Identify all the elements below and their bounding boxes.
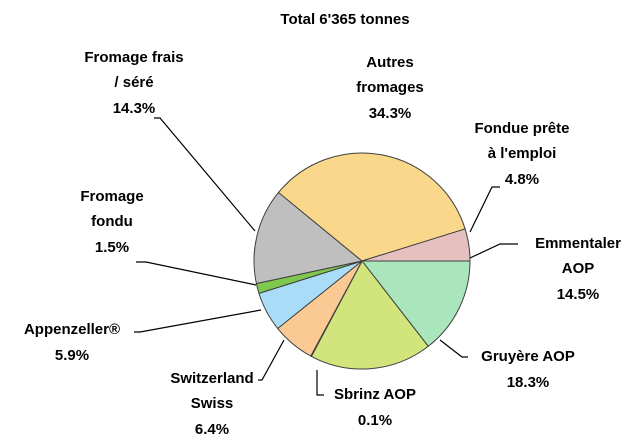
slice-label: Gruyère AOP	[481, 348, 575, 365]
slice-label: Sbrinz AOP	[334, 386, 416, 403]
slice-label: Appenzeller®	[24, 321, 120, 338]
slice-label: Autres	[366, 54, 414, 71]
value-label: 0.1%	[358, 412, 392, 429]
pie-slice	[360, 260, 471, 347]
slice-label: / séré	[114, 74, 153, 91]
leader-line	[439, 339, 468, 358]
pie-slice	[277, 152, 466, 262]
leader-line	[154, 117, 256, 232]
slice-label: fromages	[356, 79, 424, 96]
leader-line	[469, 243, 518, 259]
leader-line	[469, 186, 500, 233]
pie-slice	[361, 228, 471, 262]
value-label: 14.5%	[557, 286, 600, 303]
slice-label: Emmentaler	[535, 235, 621, 252]
value-label: 5.9%	[55, 347, 89, 364]
leader-line	[316, 370, 324, 396]
slice-label: Fromage	[80, 188, 143, 205]
value-label: 18.3%	[507, 374, 550, 391]
chart-title: Total 6'365 tonnes	[280, 11, 409, 28]
value-label: 1.5%	[95, 239, 129, 256]
slice-label: Fondue prête	[474, 120, 569, 137]
leader-line	[134, 309, 262, 333]
value-label: 6.4%	[195, 421, 229, 438]
leader-line	[136, 261, 257, 286]
slice-label: Swiss	[191, 395, 234, 412]
leader-line	[258, 339, 285, 381]
slice-label: AOP	[562, 260, 595, 277]
slice-label: Fromage frais	[84, 49, 183, 66]
slice-label: fondu	[91, 213, 133, 230]
slice-label: Switzerland	[170, 370, 253, 387]
pie-slice	[310, 260, 429, 370]
value-label: 4.8%	[505, 171, 539, 188]
value-label: 14.3%	[113, 100, 156, 117]
pie-slice	[253, 191, 364, 285]
value-label: 34.3%	[369, 105, 412, 122]
slice-label: à l'emploi	[488, 145, 557, 162]
